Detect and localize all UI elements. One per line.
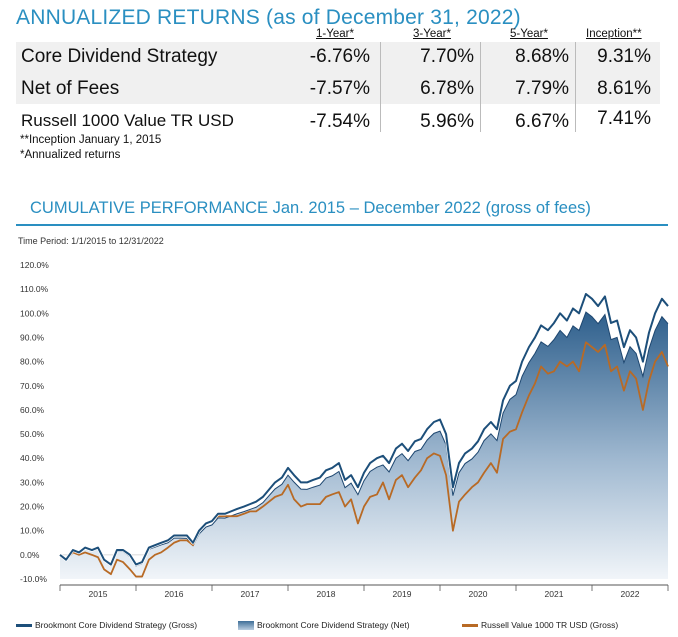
col-header-1yr: 1-Year* <box>316 28 354 40</box>
cell-core-1yr: -6.76% <box>309 46 370 67</box>
column-divider <box>575 42 576 132</box>
x-tick-label: 2020 <box>469 589 488 599</box>
y-tick-label: 30.0% <box>20 477 45 487</box>
y-tick-label: 100.0% <box>20 308 49 318</box>
y-tick-label: 60.0% <box>20 405 45 415</box>
y-tick-label: 80.0% <box>20 357 45 367</box>
row-label-net-of-fees: Net of Fees <box>21 78 120 99</box>
x-tick-label: 2017 <box>241 589 260 599</box>
legend-line-swatch <box>16 624 32 628</box>
series-russell-line <box>59 341 669 578</box>
row-label-russell: Russell 1000 Value TR USD <box>21 111 234 130</box>
cell-net-inception: 8.61% <box>597 78 651 99</box>
x-tick-label: 2021 <box>545 589 564 599</box>
table-row-bg <box>16 73 660 104</box>
annualized-returns-title: ANNUALIZED RETURNS (as of December 31, 2… <box>16 6 521 29</box>
series-net-area <box>60 312 668 579</box>
col-header-5yr: 5-Year* <box>510 28 548 40</box>
y-tick-label: 90.0% <box>20 332 45 342</box>
y-tick-label: 120.0% <box>20 260 49 270</box>
x-tick-label: 2022 <box>621 589 640 599</box>
y-tick-label: -10.0% <box>20 574 47 584</box>
cumulative-performance-title: CUMULATIVE PERFORMANCE Jan. 2015 – Decem… <box>30 199 591 217</box>
column-divider <box>380 42 381 132</box>
cell-russell-inception: 7.41% <box>597 108 651 129</box>
y-tick-label: 0.0% <box>20 550 40 560</box>
col-header-inception: Inception** <box>586 28 642 40</box>
cell-net-3yr: 6.78% <box>420 78 474 99</box>
legend-area-swatch <box>238 621 254 631</box>
cell-russell-5yr: 6.67% <box>515 111 569 132</box>
legend-line-swatch <box>462 624 478 628</box>
legend-net: Brookmont Core Dividend Strategy (Net) <box>238 620 410 631</box>
legend-russell-label: Russell Value 1000 TR USD (Gross) <box>481 620 619 630</box>
cell-core-3yr: 7.70% <box>420 46 474 67</box>
series-net-edge <box>59 311 669 567</box>
cell-net-5yr: 7.79% <box>515 78 569 99</box>
row-label-core-dividend: Core Dividend Strategy <box>21 46 218 67</box>
y-tick-label: 10.0% <box>20 526 45 536</box>
x-tick-label: 2018 <box>317 589 336 599</box>
time-period-label: Time Period: 1/1/2015 to 12/31/2022 <box>18 236 164 246</box>
cell-russell-3yr: 5.96% <box>420 111 474 132</box>
note-inception: **Inception January 1, 2015 <box>20 134 162 146</box>
note-annualized: *Annualized returns <box>20 149 121 161</box>
cell-net-1yr: -7.57% <box>309 78 370 99</box>
column-divider <box>480 42 481 132</box>
y-tick-label: 70.0% <box>20 381 45 391</box>
legend-gross-label: Brookmont Core Dividend Strategy (Gross) <box>35 620 198 630</box>
x-tick-label: 2019 <box>393 589 412 599</box>
legend-net-label: Brookmont Core Dividend Strategy (Net) <box>257 620 410 630</box>
cell-core-5yr: 8.68% <box>515 46 569 67</box>
x-tick-label: 2016 <box>165 589 184 599</box>
cell-core-inception: 9.31% <box>597 46 651 67</box>
y-tick-label: 20.0% <box>20 502 45 512</box>
series-gross-line <box>59 292 669 566</box>
legend-gross: Brookmont Core Dividend Strategy (Gross) <box>16 620 197 630</box>
cell-russell-1yr: -7.54% <box>309 111 370 132</box>
y-tick-label: 110.0% <box>20 284 49 294</box>
cumulative-performance-chart: -10.0% 0.0% 10.0% 20.0% 30.0% 40.0% 50.0% 60.0%… <box>20 260 670 599</box>
y-tick-label: 40.0% <box>20 453 45 463</box>
x-tick-label: 2015 <box>89 589 108 599</box>
legend-russell: Russell Value 1000 TR USD (Gross) <box>462 620 618 630</box>
table-row-bg <box>16 42 660 73</box>
title-underline <box>16 224 668 226</box>
col-header-3yr: 3-Year* <box>413 28 451 40</box>
y-tick-label: 50.0% <box>20 429 45 439</box>
